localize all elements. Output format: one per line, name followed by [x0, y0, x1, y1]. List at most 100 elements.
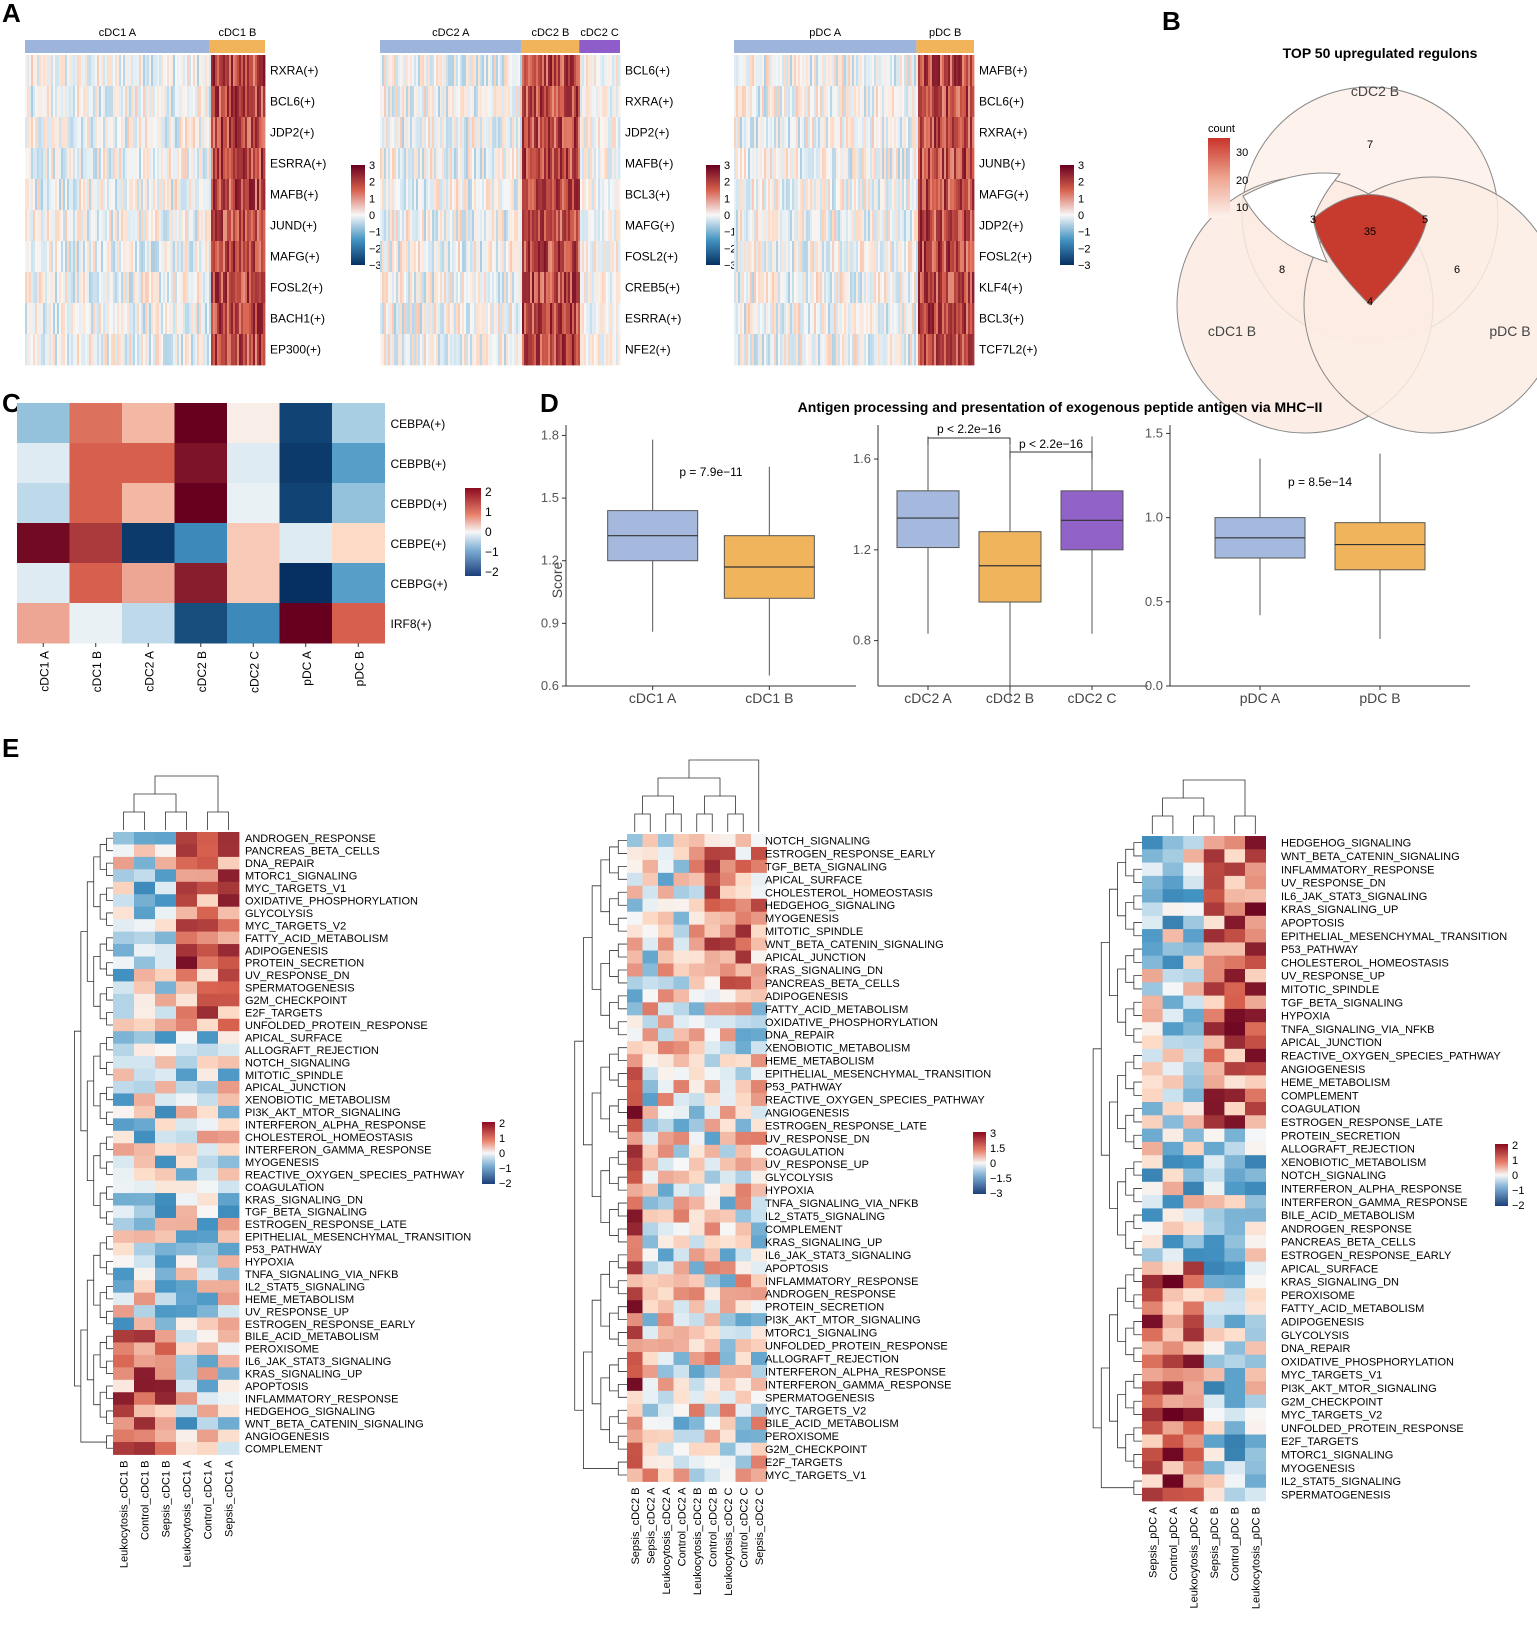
- heatmap-cell: [834, 303, 837, 335]
- heatmap-cell: [235, 148, 238, 180]
- hallmark-cell: [1142, 1048, 1163, 1063]
- heatmap-cell: [89, 210, 92, 242]
- heatmap-cell: [950, 55, 953, 87]
- hallmark-cell: [197, 1330, 219, 1343]
- hallmark-cell: [751, 1287, 767, 1301]
- heatmap-cell: [468, 148, 471, 180]
- heatmap-cell: [149, 241, 152, 273]
- hallmark-cell: [1203, 849, 1225, 863]
- heatmap-cell: [253, 272, 256, 304]
- heatmap-cell: [197, 55, 200, 87]
- hallmark-cell: [642, 1248, 659, 1262]
- hallmark-cell: [134, 1143, 156, 1157]
- hallmark-cell: [197, 1392, 219, 1406]
- hallmark-cell: [720, 859, 736, 874]
- heatmap-cell: [550, 117, 553, 149]
- heatmap-cell: [139, 303, 142, 335]
- hallmark-cell: [673, 1442, 690, 1456]
- hallmark-cell: [642, 872, 659, 887]
- row-dendrogram-branch: [106, 1385, 113, 1399]
- heatmap-cell: [824, 334, 827, 366]
- heatmap-cell: [962, 334, 965, 366]
- heatmap-cell: [516, 210, 519, 242]
- hallmark-cell: [642, 1067, 659, 1081]
- heatmap-cell: [456, 334, 459, 366]
- heatmap-cell: [780, 334, 783, 366]
- heatmap-cell: [171, 334, 174, 366]
- heatmap-cell: [520, 334, 523, 366]
- heatmap-cell: [466, 117, 469, 149]
- heatmap-cell: [113, 179, 116, 211]
- heatmap-cell: [59, 272, 62, 304]
- heatmap-cell: [165, 303, 168, 335]
- heatmap-cell: [450, 334, 453, 366]
- heatmap-cell: [77, 334, 80, 366]
- heatmap-cell: [740, 86, 743, 118]
- heatmap-cell: [582, 179, 585, 211]
- hallmark-cell: [176, 1155, 198, 1169]
- heatmap-cell: [105, 303, 108, 335]
- heatmap-cell: [97, 86, 100, 118]
- heatmap-cell: [478, 179, 481, 211]
- heatmap-cell: [462, 334, 465, 366]
- heatmap-cell: [235, 241, 238, 273]
- heatmap-cell: [750, 179, 753, 211]
- hallmark-cell: [704, 950, 721, 964]
- heatmap-cell: [470, 241, 473, 273]
- heatmap-cell: [392, 55, 395, 87]
- heatmap-cell: [858, 148, 861, 180]
- heatmap-cell: [572, 86, 575, 118]
- legend-tick: 1: [485, 505, 492, 519]
- hallmark-cell: [1224, 955, 1246, 970]
- heatmap-cell: [908, 117, 911, 149]
- heatmap-cell: [568, 334, 571, 366]
- heatmap-cell: [618, 117, 621, 149]
- heatmap-cell: [217, 55, 220, 87]
- heatmap-cell: [177, 272, 180, 304]
- heatmap-cell: [544, 210, 547, 242]
- heatmap-cell: [29, 55, 32, 87]
- heatmap-cell: [792, 272, 795, 304]
- heatmap-cell: [39, 179, 42, 211]
- hallmark-cell: [673, 1118, 690, 1133]
- heatmap-cell: [800, 334, 803, 366]
- heatmap-cell: [754, 303, 757, 335]
- heatmap-cell: [590, 55, 593, 87]
- hallmark-cell: [218, 1392, 240, 1406]
- x-tick-label: pDC A: [1240, 690, 1281, 706]
- row-dendrogram-branch: [591, 1299, 601, 1405]
- heatmap-cell: [940, 303, 943, 335]
- heatmap-cell: [874, 148, 877, 180]
- hallmark-cell: [218, 1242, 240, 1256]
- hallmark-cell: [673, 1209, 690, 1223]
- hallmark-cell: [1183, 1062, 1205, 1076]
- hallmark-cell: [751, 872, 767, 887]
- legend-tick: −1: [369, 227, 382, 239]
- regulon-label: FOSL2(+): [625, 250, 678, 264]
- hallmark-cell: [689, 1352, 705, 1366]
- heatmap-cell: [808, 303, 811, 335]
- heatmap-cell: [81, 117, 84, 149]
- heatmap-cell: [582, 210, 585, 242]
- heatmap-cell: [121, 86, 124, 118]
- hallmark-cell: [1142, 942, 1163, 957]
- heatmap-cell: [840, 334, 843, 366]
- hallmark-cell: [155, 1392, 177, 1406]
- heatmap-cell: [920, 210, 923, 242]
- heatmap-cell: [43, 55, 46, 87]
- heatmap-cell: [572, 55, 575, 87]
- heatmap-cell: [806, 55, 809, 87]
- heatmap-cell: [760, 117, 763, 149]
- hallmark-cell: [735, 1455, 752, 1469]
- hallmark-cell: [155, 1305, 177, 1318]
- heatmap-cell: [966, 117, 969, 149]
- heatmap-cell: [456, 303, 459, 335]
- heatmap-cell: [163, 272, 166, 304]
- hallmark-col-label: Leukocytosis_cDC2 C: [723, 1487, 735, 1595]
- heatmap-cell: [57, 117, 60, 149]
- heatmap-cell: [582, 241, 585, 273]
- heatmap-cell: [756, 303, 759, 335]
- heatmap-cell: [185, 303, 188, 335]
- heatmap-cell: [71, 55, 74, 87]
- heatmap-cell: [143, 272, 146, 304]
